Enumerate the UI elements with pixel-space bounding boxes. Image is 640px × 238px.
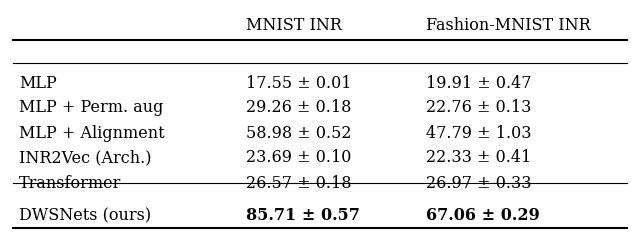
Text: 19.91 ± 0.47: 19.91 ± 0.47 bbox=[426, 74, 531, 91]
Text: 22.76 ± 0.13: 22.76 ± 0.13 bbox=[426, 99, 531, 116]
Text: 23.69 ± 0.10: 23.69 ± 0.10 bbox=[246, 149, 352, 167]
Text: MLP + Alignment: MLP + Alignment bbox=[19, 124, 165, 142]
Text: MLP: MLP bbox=[19, 74, 57, 91]
Text: 29.26 ± 0.18: 29.26 ± 0.18 bbox=[246, 99, 352, 116]
Text: MNIST INR: MNIST INR bbox=[246, 18, 342, 35]
Text: DWSNets (ours): DWSNets (ours) bbox=[19, 208, 151, 224]
Text: 47.79 ± 1.03: 47.79 ± 1.03 bbox=[426, 124, 531, 142]
Text: INR2Vec (Arch.): INR2Vec (Arch.) bbox=[19, 149, 152, 167]
Text: Transformer: Transformer bbox=[19, 174, 122, 192]
Text: 67.06 ± 0.29: 67.06 ± 0.29 bbox=[426, 208, 540, 224]
Text: 26.57 ± 0.18: 26.57 ± 0.18 bbox=[246, 174, 352, 192]
Text: MLP + Perm. aug: MLP + Perm. aug bbox=[19, 99, 164, 116]
Text: 22.33 ± 0.41: 22.33 ± 0.41 bbox=[426, 149, 531, 167]
Text: 26.97 ± 0.33: 26.97 ± 0.33 bbox=[426, 174, 531, 192]
Text: 58.98 ± 0.52: 58.98 ± 0.52 bbox=[246, 124, 352, 142]
Text: 85.71 ± 0.57: 85.71 ± 0.57 bbox=[246, 208, 360, 224]
Text: 17.55 ± 0.01: 17.55 ± 0.01 bbox=[246, 74, 352, 91]
Text: Fashion-MNIST INR: Fashion-MNIST INR bbox=[426, 18, 590, 35]
